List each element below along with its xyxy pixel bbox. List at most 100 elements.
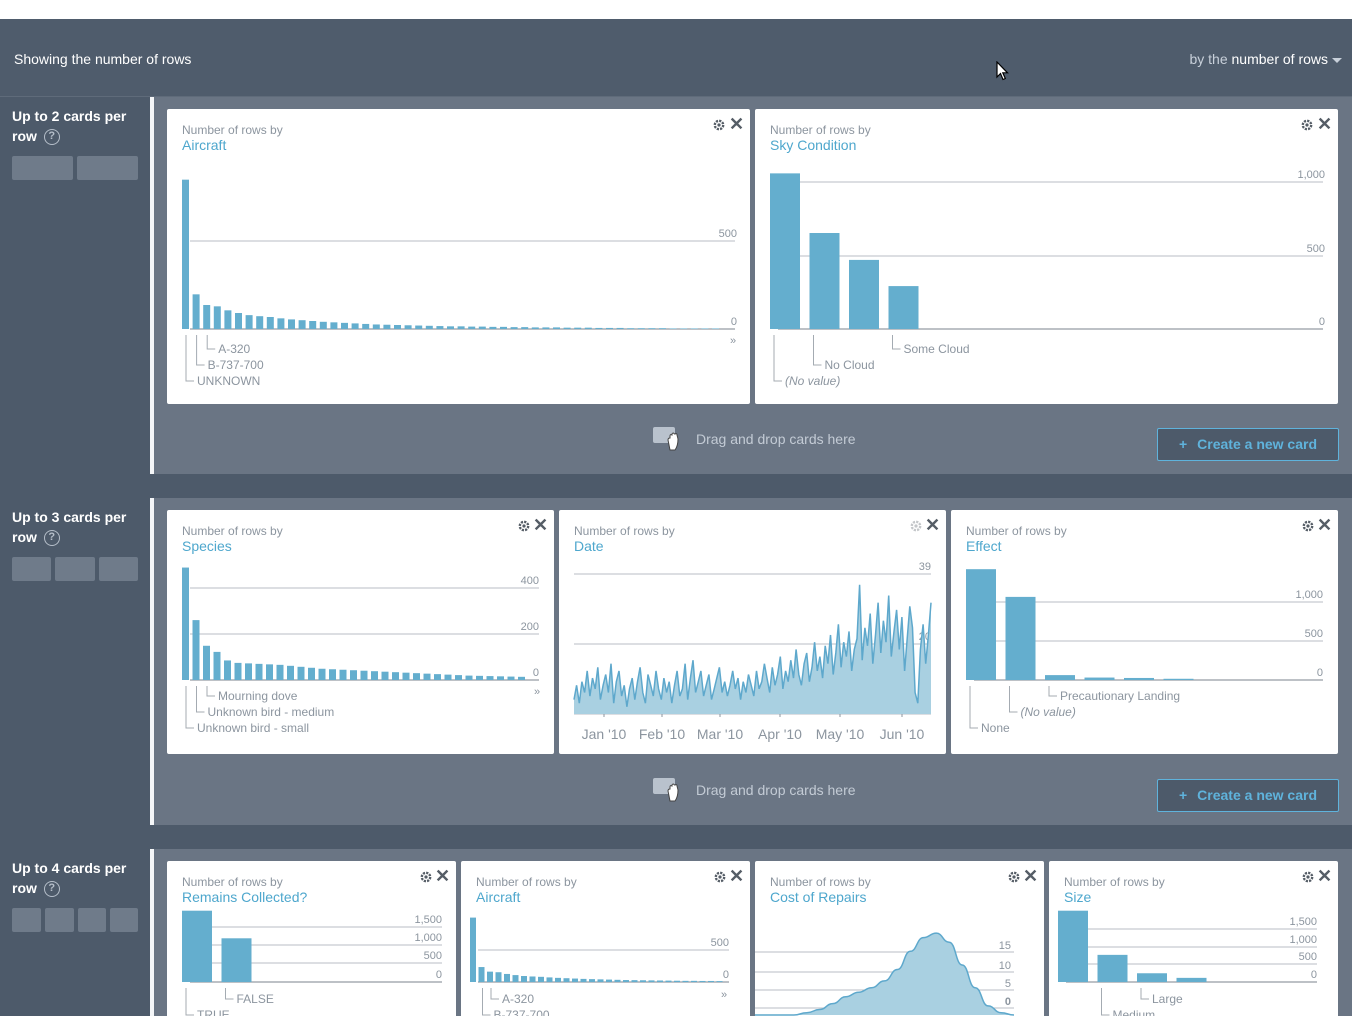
- y-tick-label: 5: [1005, 978, 1011, 990]
- series-line: [755, 932, 1015, 1016]
- card-remains-collected[interactable]: 0 500 1,000 1,500 FALSE TRUE Number of rows b…: [167, 861, 456, 1016]
- card-subtitle: Number of rows by: [182, 123, 283, 137]
- create-new-card-button[interactable]: + Create a new card: [1157, 428, 1339, 461]
- bar: [572, 978, 578, 982]
- plus-icon: +: [1178, 787, 1188, 803]
- category-leader: [969, 686, 978, 729]
- bar: [476, 675, 483, 680]
- bar: [341, 322, 348, 329]
- card-field-link[interactable]: Sky Condition: [770, 137, 857, 153]
- bar: [708, 980, 714, 982]
- bar: [563, 978, 570, 982]
- chevron-down-icon: [1332, 57, 1342, 63]
- gear-icon[interactable]: [712, 118, 726, 132]
- card-field-link[interactable]: Cost of Repairs: [770, 889, 867, 905]
- category-label: (No value): [785, 374, 840, 388]
- section-label-4-per-row: Up to 4 cards per row ?: [12, 858, 137, 898]
- gear-icon[interactable]: [1301, 519, 1315, 533]
- y-tick-label: 0: [533, 667, 539, 679]
- card-field-link[interactable]: Effect: [966, 538, 1002, 554]
- card-subtitle: Number of rows by: [966, 524, 1067, 538]
- category-leader: [490, 988, 499, 1000]
- close-icon[interactable]: ✕: [1023, 866, 1039, 886]
- close-icon[interactable]: ✕: [533, 515, 549, 535]
- gear-icon[interactable]: [1300, 118, 1314, 132]
- layout-sizer-segment[interactable]: [99, 557, 138, 581]
- card-sky-condition[interactable]: 0 500 1,000 Some Cloud No Cloud (No value) Nu…: [755, 109, 1338, 404]
- category-leader: [1048, 686, 1057, 697]
- bar: [402, 672, 410, 680]
- layout-sizer-segment[interactable]: [78, 908, 106, 932]
- card-subtitle: Number of rows by: [574, 524, 675, 538]
- close-icon[interactable]: ✕: [729, 114, 745, 134]
- card-field-link[interactable]: Aircraft: [182, 137, 227, 153]
- layout-sizer-segment[interactable]: [12, 908, 41, 932]
- card-aircraft-small[interactable]: 0 500 A-320 B-737-700 » Number of rows by Ai…: [461, 861, 750, 1016]
- gear-icon[interactable]: [1301, 870, 1315, 884]
- card-field-link[interactable]: Species: [182, 538, 232, 554]
- card-row-2-per-row: 0 500 A-320 B-737-700 UNKNOWN » Number of row…: [150, 97, 1352, 474]
- category-leader: [1140, 988, 1149, 1000]
- gear-icon[interactable]: [713, 870, 727, 884]
- close-icon[interactable]: ✕: [1317, 114, 1333, 134]
- layout-sizer-segment[interactable]: [110, 908, 138, 932]
- layout-sizer-segment[interactable]: [12, 156, 73, 180]
- card-subtitle: Number of rows by: [1064, 875, 1165, 889]
- category-leader: [185, 335, 194, 382]
- bar: [362, 323, 370, 329]
- bar: [966, 569, 996, 680]
- card-effect[interactable]: 0 500 1,000 Precautionary Landing None (No va…: [951, 510, 1338, 754]
- section-label-text: Up to 3 cards per row: [12, 509, 127, 545]
- card-field-link[interactable]: Date: [574, 538, 604, 554]
- layout-sizer-segment[interactable]: [12, 557, 51, 581]
- gear-icon[interactable]: [1007, 870, 1021, 884]
- bar: [425, 325, 433, 329]
- category-label: No Cloud: [825, 358, 875, 372]
- bar: [277, 318, 285, 329]
- card-aircraft[interactable]: 0 500 A-320 B-737-700 UNKNOWN » Number of row…: [167, 109, 750, 404]
- y-tick-label: 500: [1299, 951, 1317, 963]
- help-icon[interactable]: ?: [43, 881, 60, 898]
- card-species[interactable]: 0 200 400 Mourning dove Unknown bird - mediu…: [167, 510, 554, 754]
- bar: [580, 978, 587, 982]
- drag-hand-icon: [653, 778, 679, 802]
- y-tick-label: 400: [521, 575, 539, 587]
- bar: [470, 917, 476, 982]
- y-tick-label: 0: [1319, 316, 1325, 328]
- bar: [192, 294, 200, 329]
- help-icon[interactable]: ?: [43, 129, 60, 146]
- bar: [487, 971, 493, 982]
- card-size[interactable]: 0 500 1,000 1,500 Large Medium Number of rows…: [1049, 861, 1338, 1016]
- y-tick-label: 0: [436, 969, 442, 981]
- bar: [584, 327, 592, 329]
- close-icon[interactable]: ✕: [1317, 515, 1333, 535]
- card-field-link[interactable]: Remains Collected?: [182, 889, 308, 905]
- close-icon[interactable]: ✕: [1317, 866, 1333, 886]
- y-tick-label: 1,500: [1289, 916, 1317, 928]
- bar: [297, 666, 305, 680]
- sort-dropdown[interactable]: by the number of rows: [1189, 51, 1342, 67]
- gear-icon[interactable]: [419, 870, 433, 884]
- layout-sizer-segment[interactable]: [55, 557, 95, 581]
- close-icon[interactable]: ✕: [435, 866, 451, 886]
- card-field-link[interactable]: Aircraft: [476, 889, 521, 905]
- help-icon[interactable]: ?: [43, 530, 60, 547]
- y-tick-label: 500: [719, 228, 737, 240]
- drop-zone-hint: Drag and drop cards here: [696, 782, 856, 798]
- y-tick-label: 39: [919, 561, 931, 573]
- layout-sizer-segment[interactable]: [45, 908, 74, 932]
- card-field-link[interactable]: Size: [1064, 889, 1092, 905]
- page-title: Showing the number of rows: [14, 51, 192, 67]
- card-cost-of-repairs[interactable]: 0 5 10 15 Number of rows by Cost of Repairs…: [755, 861, 1044, 1016]
- gear-icon[interactable]: [909, 519, 923, 533]
- gear-icon[interactable]: [517, 519, 531, 533]
- layout-sizer-segment[interactable]: [77, 156, 138, 180]
- close-icon[interactable]: ✕: [925, 515, 941, 535]
- bar: [372, 324, 380, 329]
- y-tick-label: 0: [1005, 996, 1011, 1008]
- close-icon[interactable]: ✕: [729, 866, 745, 886]
- create-new-card-button[interactable]: + Create a new card: [1157, 779, 1339, 812]
- bar: [546, 977, 553, 982]
